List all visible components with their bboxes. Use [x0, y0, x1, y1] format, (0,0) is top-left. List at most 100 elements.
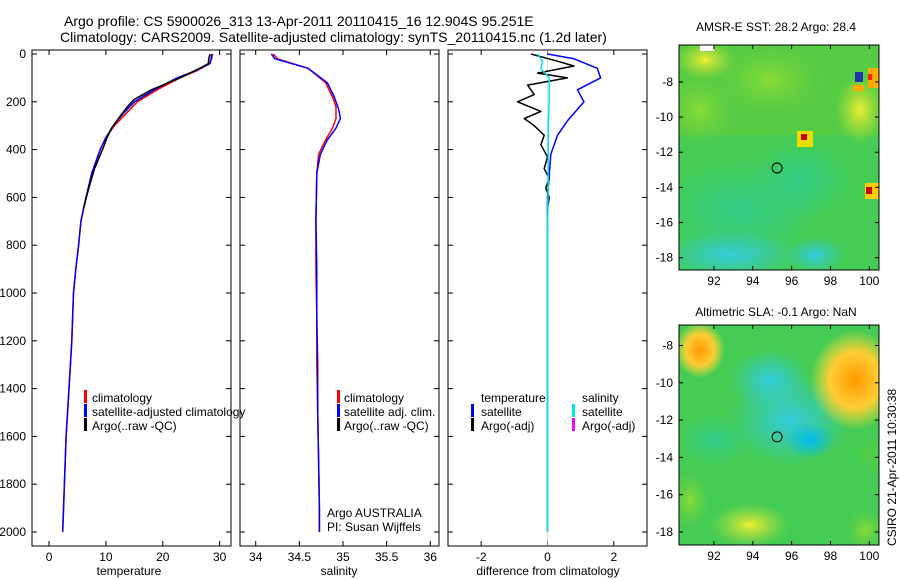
legend-swatch-argo-raw — [337, 418, 340, 431]
legend-label-climatology: climatology — [344, 391, 404, 405]
legend-swatch-climatology — [84, 390, 87, 403]
legend-label-argo-raw: Argo(..raw -QC) — [92, 419, 177, 433]
y-tick-label: -12 — [656, 413, 674, 427]
x-tick-label: 30 — [213, 550, 227, 564]
y-tick-label: 200 — [6, 95, 26, 109]
legend-swatch-sal-argo — [572, 418, 575, 431]
y-tick-label: -12 — [656, 145, 674, 159]
y-tick-label: 1800 — [0, 477, 26, 491]
y-tick-label: 1600 — [0, 429, 26, 443]
legend-swatch-satellite-adj — [337, 404, 340, 417]
salinity-ticks: 34 34.5 35 35.5 36 — [240, 50, 439, 564]
sst-map-image — [679, 45, 879, 270]
salinity-lines — [270, 53, 342, 532]
difference-xlabel: difference from climatology — [476, 564, 619, 578]
y-tick-label: -10 — [656, 110, 674, 124]
y-tick-label: 1000 — [0, 286, 26, 300]
x-tick-label: 100 — [859, 549, 879, 563]
credit-text: CSIRO 21-Apr-2011 10:30:38 — [885, 388, 899, 546]
y-tick-label: -10 — [656, 376, 674, 390]
x-tick-label: 98 — [824, 549, 838, 563]
x-tick-label: 35.5 — [375, 550, 399, 564]
series-line-argo-raw-qc- — [82, 53, 211, 210]
series-line-temperature-satellite — [546, 53, 602, 532]
sla-map-frame — [678, 324, 880, 546]
legend-swatch-satellite-adjusted — [84, 404, 87, 417]
y-tick-label: -8 — [662, 339, 673, 353]
y-tick-label: -18 — [656, 251, 674, 265]
y-tick-label: -16 — [656, 216, 674, 230]
argo-program-annotation: Argo AUSTRALIA — [327, 506, 422, 520]
x-tick-label: 92 — [707, 274, 721, 288]
legend-swatch-temp-satellite — [471, 404, 474, 417]
difference-lines — [516, 53, 602, 532]
x-tick-label: 96 — [785, 274, 799, 288]
x-tick-label: 94 — [746, 549, 760, 563]
x-tick-label: -2 — [476, 550, 487, 564]
legend-swatch-sal-satellite — [572, 404, 575, 417]
x-tick-label: 36 — [424, 550, 438, 564]
y-tick-label: 1400 — [0, 382, 26, 396]
difference-panel: -2 0 2 difference from climatology tempera… — [447, 49, 648, 578]
series-line-satellite-adj-clim- — [270, 53, 342, 532]
series-line-satellite-adjusted-climatology — [61, 53, 213, 533]
x-tick-label: 100 — [859, 274, 879, 288]
legend-header-temperature: temperature — [481, 391, 546, 405]
sla-map-panel: Altimetric SLA: -0.1 Argo: NaN 92 94 96 98 1… — [656, 305, 880, 563]
legend-label-argo-raw: Argo(..raw -QC) — [344, 419, 429, 433]
x-tick-label: 92 — [707, 549, 721, 563]
series-line-salinity-satellite — [536, 53, 550, 532]
y-tick-label: -18 — [656, 525, 674, 539]
pi-annotation: PI: Susan Wijffels — [327, 520, 421, 534]
temperature-panel: 0 10 20 30 0 200 400 600 800 1000 1200 1400 1600 1800… — [0, 47, 245, 578]
y-tick-label: 400 — [6, 143, 26, 157]
sst-map-title: AMSR-E SST: 28.2 Argo: 28.4 — [696, 20, 856, 34]
temperature-xlabel: temperature — [97, 564, 162, 578]
x-tick-label: 20 — [156, 550, 170, 564]
x-tick-label: 0 — [46, 550, 53, 564]
y-tick-label: -14 — [656, 450, 674, 464]
legend-header-salinity: salinity — [582, 391, 619, 405]
salinity-legend: climatology satellite adj. clim. Argo(..… — [337, 390, 435, 433]
sla-map-ticks: 92 94 96 98 100 -8 -10 -12 -14 -16 -18 — [656, 325, 880, 563]
legend-label-temp-argo: Argo(-adj) — [481, 419, 534, 433]
sla-map-image — [679, 325, 879, 545]
figure-title-line2: Climatology: CARS2009. Satellite-adjuste… — [60, 29, 607, 45]
x-tick-label: 2 — [610, 550, 617, 564]
temperature-axes-frame — [31, 49, 232, 547]
sst-map-frame — [678, 44, 880, 271]
temperature-lines — [61, 53, 214, 533]
y-tick-label: 0 — [19, 47, 26, 61]
salinity-axes-frame — [239, 49, 440, 547]
difference-legend: temperature salinity satellite Argo(-adj… — [471, 391, 635, 433]
temperature-ticks: 0 10 20 30 0 200 400 600 800 1000 1200 1400 1600 1800… — [0, 47, 231, 564]
y-tick-label: -16 — [656, 488, 674, 502]
sst-map-panel: AMSR-E SST: 28.2 Argo: 28.4 92 94 96 98 100 -… — [656, 20, 880, 288]
legend-swatch-climatology — [337, 390, 340, 403]
series-line-climatology — [272, 53, 337, 532]
x-tick-label: 94 — [746, 274, 760, 288]
sst-map-ticks: 92 94 96 98 100 -8 -10 -12 -14 -16 -18 — [656, 45, 880, 288]
legend-swatch-temp-argo — [471, 418, 474, 431]
argo-location-marker — [771, 162, 783, 174]
legend-swatch-argo-raw — [84, 418, 87, 431]
x-tick-label: 96 — [785, 549, 799, 563]
figure-title-line1: Argo profile: CS 5900026_313 13-Apr-2011… — [64, 13, 534, 29]
salinity-panel: 34 34.5 35 35.5 36 salinity climatology sate… — [239, 49, 440, 578]
x-tick-label: 10 — [99, 550, 113, 564]
x-tick-label: 98 — [824, 274, 838, 288]
y-tick-label: -14 — [656, 180, 674, 194]
y-tick-label: -8 — [662, 75, 673, 89]
argo-location-marker — [771, 431, 783, 443]
series-line-climatology — [61, 53, 214, 533]
x-tick-label: 0 — [544, 550, 551, 564]
series-line-temperature-argo-adj- — [516, 53, 575, 210]
y-tick-label: 800 — [6, 238, 26, 252]
legend-label-sal-satellite: satellite — [582, 405, 623, 419]
legend-label-temp-satellite: satellite — [481, 405, 522, 419]
y-tick-label: 600 — [6, 190, 26, 204]
y-tick-label: 2000 — [0, 525, 26, 539]
y-tick-label: 1200 — [0, 334, 26, 348]
salinity-xlabel: salinity — [321, 564, 358, 578]
